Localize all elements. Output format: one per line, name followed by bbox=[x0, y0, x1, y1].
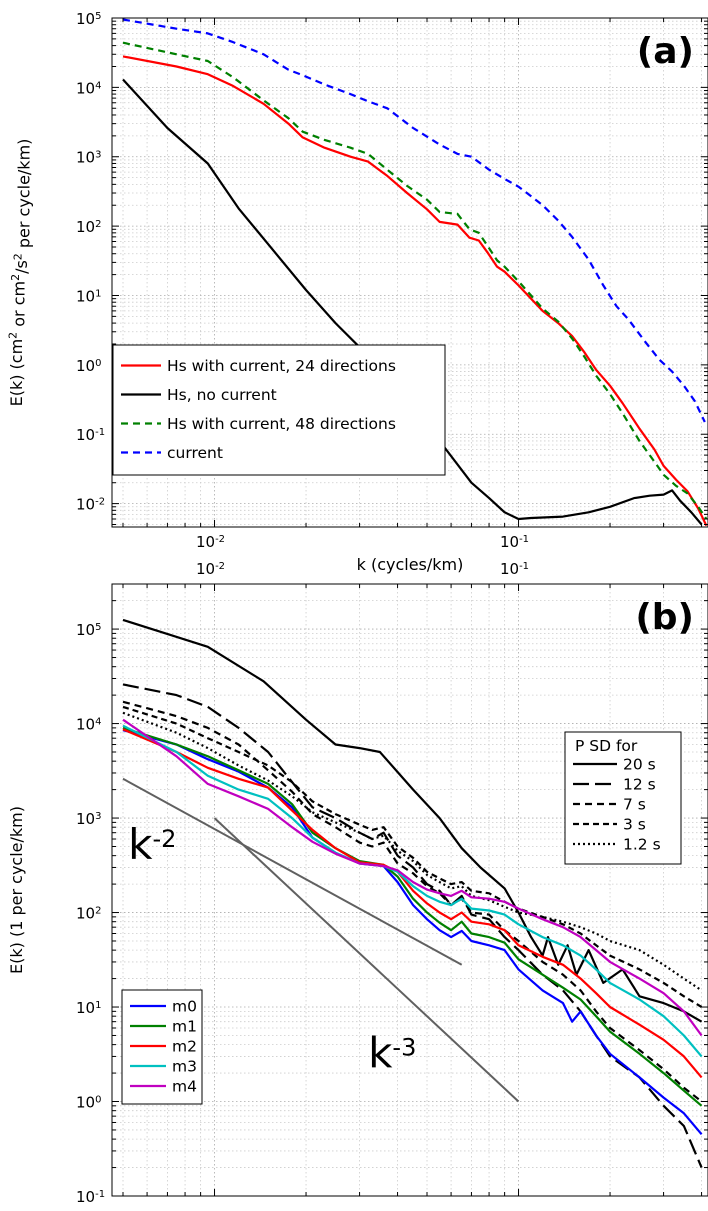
plot-lines bbox=[122, 18, 708, 527]
series-line bbox=[122, 726, 703, 1107]
legend-entry: Hs with current, 48 directions bbox=[167, 415, 396, 433]
x-axis-label: k (cycles/km) bbox=[357, 555, 464, 574]
legend-entry: current bbox=[167, 444, 223, 462]
y-tick-label: 101 bbox=[76, 999, 101, 1017]
legend-entry: m1 bbox=[172, 1018, 197, 1036]
reference-line bbox=[122, 777, 463, 966]
series-line bbox=[122, 729, 703, 1136]
y-tick-label: 102 bbox=[76, 905, 101, 923]
axes-frame bbox=[111, 583, 708, 1197]
series-line bbox=[122, 705, 703, 1008]
series-line bbox=[122, 55, 708, 527]
series-line bbox=[122, 718, 703, 1037]
y-tick-label: 105 bbox=[76, 621, 101, 639]
series-line bbox=[122, 618, 703, 1023]
plot-area bbox=[112, 584, 708, 1196]
legend-entry: m0 bbox=[172, 998, 197, 1016]
y-axis-label: E(k) (1 per cycle/km) bbox=[7, 806, 26, 974]
y-axis-label: E(k) (cm2 or cm2/s2 per cycle/km) bbox=[7, 139, 34, 407]
y-tick-label: 10-1 bbox=[76, 1188, 105, 1206]
y-tick-label: 102 bbox=[76, 218, 101, 236]
y-tick-label: 104 bbox=[76, 716, 101, 734]
slope-annotation: k-3 bbox=[368, 1028, 416, 1077]
legend-entry: Hs, no current bbox=[167, 386, 277, 404]
legend-box bbox=[564, 731, 682, 865]
legend-entry: 12 s bbox=[623, 776, 656, 794]
series-line bbox=[122, 78, 703, 526]
panel-b: 10-2 10-1 10-1 100 101 102 103 104 105 E(k) (1 pe… bbox=[7, 560, 708, 1206]
y-tick-label: 100 bbox=[76, 357, 101, 375]
legend: Hs with current, 24 directions Hs, no cur… bbox=[112, 344, 446, 476]
axes-frame bbox=[111, 17, 708, 528]
slope-annotation: k-2 bbox=[128, 820, 176, 869]
panel-label: (a) bbox=[637, 31, 694, 72]
x-tick-label: 10-2 bbox=[196, 533, 225, 551]
legend-title: P SD for bbox=[575, 737, 638, 755]
legend: m0 m1 m2 m3 m4 bbox=[121, 989, 203, 1105]
legend-entry: 1.2 s bbox=[623, 836, 661, 854]
y-tick-label: 103 bbox=[76, 149, 101, 167]
reference-line bbox=[213, 817, 520, 1103]
series-line bbox=[122, 700, 703, 1103]
legend-entry: m2 bbox=[172, 1038, 197, 1056]
legend-box bbox=[112, 344, 446, 476]
legend-entry: Hs with current, 24 directions bbox=[167, 357, 396, 375]
y-tick-label: 100 bbox=[76, 1094, 101, 1112]
x-tick-label: 10-1 bbox=[500, 560, 529, 578]
series-line bbox=[122, 18, 706, 423]
legend-entry: m4 bbox=[172, 1078, 197, 1096]
panel-a: 10-2 10-1 10-2 10-1 100 101 102 103 104 105 k (cyc… bbox=[7, 10, 708, 574]
y-tick-label: 103 bbox=[76, 810, 101, 828]
plot-lines bbox=[122, 618, 703, 1169]
y-tick-label: 101 bbox=[76, 287, 101, 305]
grid bbox=[112, 18, 708, 527]
y-tick-label: 104 bbox=[76, 79, 101, 97]
legend-entry: 20 s bbox=[623, 756, 656, 774]
y-tick-label: 105 bbox=[76, 10, 101, 28]
legend-entry: m3 bbox=[172, 1058, 197, 1076]
series-line bbox=[122, 724, 703, 1058]
series-line bbox=[122, 728, 703, 1079]
legend-entry: 3 s bbox=[623, 816, 646, 834]
x-tick-label: 10-1 bbox=[500, 533, 529, 551]
legend-entry: 7 s bbox=[623, 796, 646, 814]
y-tick-label: 10-2 bbox=[76, 496, 105, 514]
x-tick-label: 10-2 bbox=[196, 560, 225, 578]
series-line bbox=[122, 711, 703, 992]
panel-label: (b) bbox=[635, 597, 694, 638]
y-tick-label: 10-1 bbox=[76, 426, 105, 444]
